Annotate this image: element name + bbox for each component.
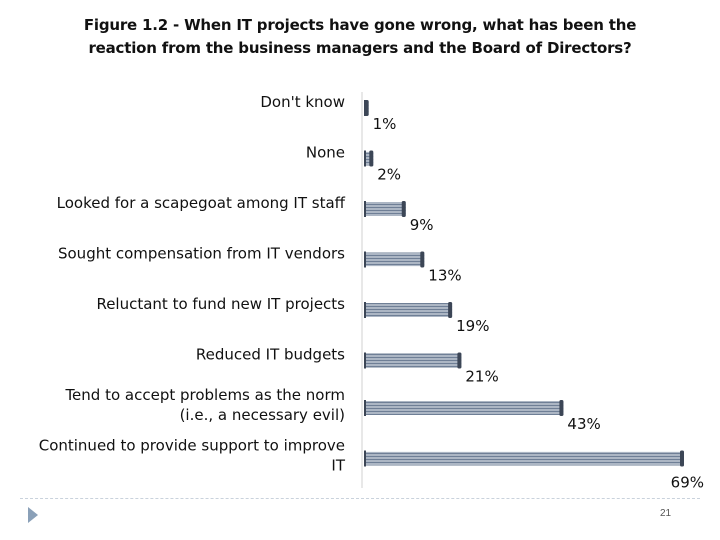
bar	[364, 450, 684, 467]
bar	[364, 251, 425, 268]
data-label: 2%	[377, 166, 401, 184]
chart-title-line-1: Figure 1.2 - When IT projects have gone …	[83, 16, 637, 34]
category-label: Don't know	[260, 93, 345, 111]
data-label: 13%	[428, 267, 461, 285]
data-label: 19%	[456, 317, 489, 335]
footer-divider	[20, 498, 700, 499]
bar	[364, 201, 406, 217]
page-number: 21	[660, 508, 672, 519]
category-label: (i.e., a necessary evil)	[180, 406, 345, 424]
chart-title: Figure 1.2 - When IT projects have gone …	[40, 14, 680, 60]
bar	[364, 352, 462, 369]
data-label: 21%	[465, 368, 498, 386]
data-label: 69%	[671, 474, 704, 492]
data-label: 9%	[410, 216, 434, 234]
category-label: IT	[331, 457, 345, 475]
slide-arrow-icon	[28, 507, 38, 523]
category-label: Looked for a scapegoat among IT staff	[57, 194, 346, 212]
bar	[364, 100, 369, 116]
data-label: 43%	[567, 415, 600, 433]
data-label: 1%	[373, 115, 397, 133]
category-label: Reduced IT budgets	[196, 346, 345, 364]
bar	[364, 400, 564, 416]
category-label: Tend to accept problems as the norm	[64, 386, 345, 404]
category-label: Sought compensation from IT vendors	[58, 245, 345, 263]
bar	[364, 302, 453, 318]
chart-title-line-2: reaction from the business managers and …	[88, 39, 632, 57]
category-label: None	[306, 144, 345, 162]
category-label: Reluctant to fund new IT projects	[96, 295, 345, 313]
category-label: Continued to provide support to improve	[39, 437, 345, 455]
bar	[364, 150, 374, 167]
